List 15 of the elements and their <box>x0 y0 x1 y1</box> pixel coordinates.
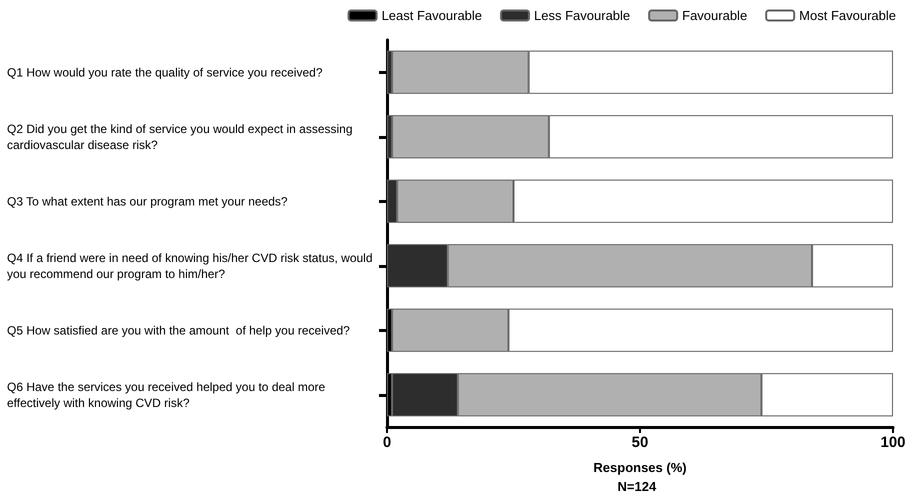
y-tick-label: Q5 How satisfied are you with the amount of help you received? <box>7 323 350 338</box>
x-tick-label: 100 <box>880 434 906 451</box>
legend-label: Most Favourable <box>799 8 896 23</box>
text: N=124 <box>618 479 657 494</box>
y-tick-label: Q1 How would you rate the quality of service you received? <box>7 65 323 80</box>
x-axis-title: Responses (%) <box>593 460 687 475</box>
x-tick-label: 50 <box>632 434 648 451</box>
x-tick-label: 0 <box>382 434 392 451</box>
y-tick-label: Q3 To what extent has our program met your needs? <box>7 194 288 208</box>
legend-label: Least Favourable <box>382 8 482 23</box>
y-tick-label: Q2 Did you get the kind of service you would expect in assessing cardiovascular disease risk? <box>7 122 356 152</box>
legend-label: Favourable <box>682 8 748 23</box>
y-tick-label: Q4 If a friend were in need of knowing his/her CVD risk status, would you recommend our program to him/her? <box>7 250 376 281</box>
legend-label: Less Favourable <box>534 8 630 23</box>
y-tick-label: Q6 Have the services you received helped you to deal more effectively with knowing CVD risk? <box>7 380 329 410</box>
